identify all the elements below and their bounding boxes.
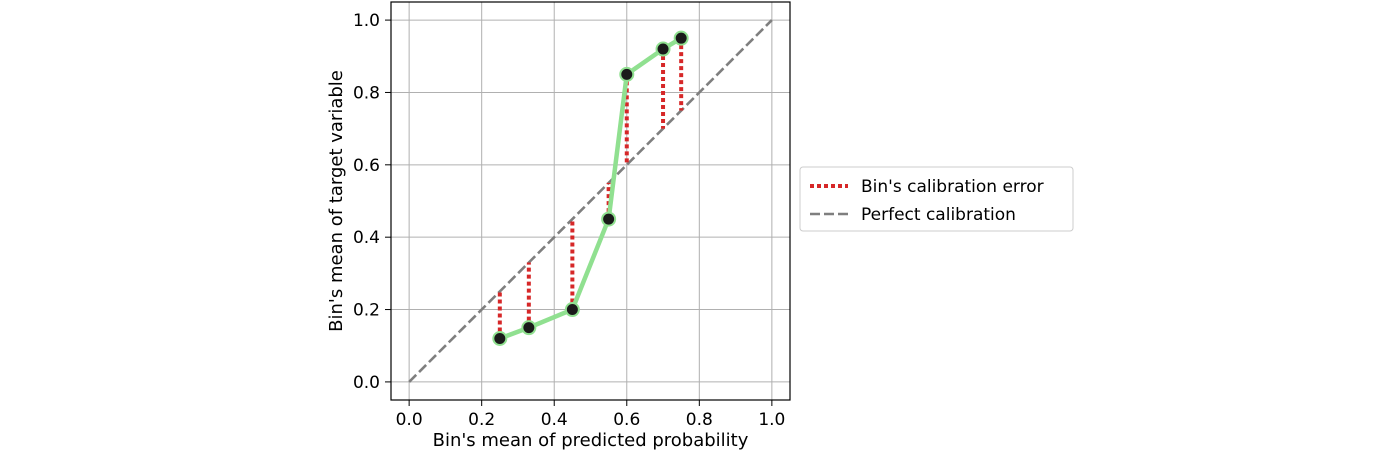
y-tick-label-3: 0.6: [353, 156, 380, 176]
y-tick-label-1: 0.2: [353, 301, 380, 321]
y-tick-label-5: 1.0: [353, 11, 380, 31]
y-tick-label-0: 0.0: [353, 373, 380, 393]
series-layer: [408, 19, 773, 383]
x-tick-label-1: 0.2: [468, 410, 495, 430]
perfect-calibration-line: [408, 19, 773, 383]
x-axis-label: Bin's mean of predicted probability: [433, 430, 749, 451]
plot-frame: [390, 1, 791, 401]
legend: Bin's calibration error Perfect calibrati…: [799, 166, 1074, 232]
y-axis-label: Bin's mean of target variable: [326, 70, 347, 332]
calibration-curve-point-2: [564, 302, 580, 318]
x-tick-label-3: 0.6: [613, 410, 640, 430]
legend-label-1: Perfect calibration: [861, 205, 1016, 225]
y-tick-label-2: 0.4: [353, 228, 380, 248]
y-tick-label-4: 0.8: [353, 83, 380, 103]
tick-layer: 0.0 0.2 0.4 0.6 0.8 1.0 0.0 0.2 0.4 0.6 0.8 1.0: [353, 11, 785, 430]
x-tick-label-0: 0.0: [396, 410, 423, 430]
legend-label-0: Bin's calibration error: [861, 177, 1044, 197]
grid-layer: [391, 2, 790, 400]
calibration-curve-line: [497, 35, 684, 341]
x-tick-label-5: 1.0: [758, 410, 785, 430]
legend-box: [799, 166, 1074, 232]
calibration-curve-point-0: [492, 330, 508, 346]
x-tick-label-4: 0.8: [686, 410, 713, 430]
calibration-curve-point-1: [521, 320, 537, 336]
calibration-curve-point-4: [619, 66, 635, 82]
calibration-curve-point-3: [601, 211, 617, 227]
calibration-curve-point-6: [673, 30, 689, 46]
x-tick-label-2: 0.4: [541, 410, 568, 430]
calibration-curve-point-5: [655, 41, 671, 57]
